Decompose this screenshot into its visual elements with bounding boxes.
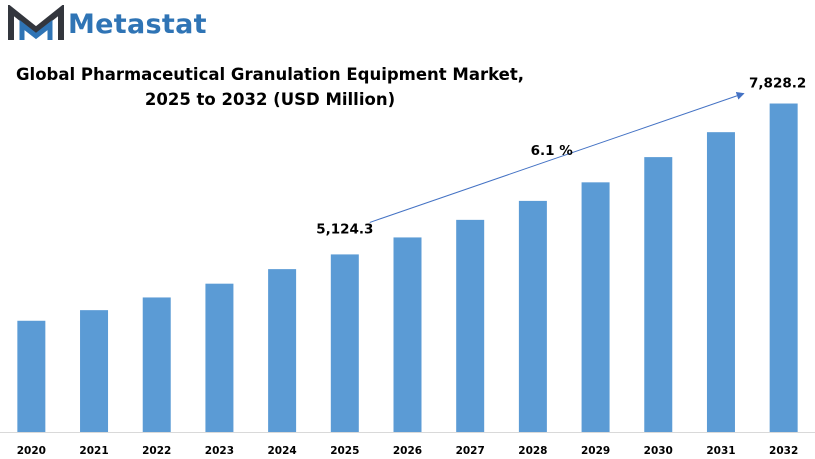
bar-2030 [644, 157, 673, 432]
cagr-label: 6.1 % [531, 143, 574, 159]
chart-title-line-1: Global Pharmaceutical Granulation Equipm… [16, 65, 524, 84]
bar-2028 [518, 200, 547, 432]
bars-group [17, 103, 798, 433]
bar-2027 [456, 219, 485, 432]
metastat-m-icon [8, 5, 64, 40]
x-tick-label-2027: 2027 [456, 445, 485, 457]
start-value-label: 5,124.3 [316, 221, 373, 237]
bar-2022 [142, 297, 171, 432]
bar-2021 [80, 310, 109, 432]
chart-title: Global Pharmaceutical Granulation Equipm… [0, 62, 540, 112]
bar-2020 [17, 320, 46, 432]
x-tick-label-2028: 2028 [518, 445, 547, 457]
bar-2025 [330, 254, 359, 432]
x-tick-label-2021: 2021 [79, 445, 108, 457]
x-tick-label-2031: 2031 [706, 445, 735, 457]
x-tick-label-2030: 2030 [644, 445, 673, 457]
x-tick-label-2020: 2020 [17, 445, 46, 457]
brand-name: Metastat [68, 8, 207, 40]
x-tick-label-2032: 2032 [769, 445, 798, 457]
bar-2023 [205, 283, 234, 432]
bar-2032 [769, 103, 798, 433]
bar-2026 [393, 237, 422, 432]
x-tick-label-2022: 2022 [142, 445, 171, 457]
x-tick-labels: 2020 2021 2022 2023 2024 2025 2026 2027 2028 2029… [17, 445, 799, 457]
x-tick-label-2025: 2025 [330, 445, 359, 457]
metastat-logo: Metastat [8, 4, 207, 44]
x-tick-label-2024: 2024 [267, 445, 296, 457]
bar-2029 [581, 182, 610, 432]
chart-title-line-2: 2025 to 2032 (USD Million) [144, 90, 396, 109]
bar-2031 [706, 132, 735, 432]
end-value-label: 7,828.2 [749, 76, 806, 92]
bar-2024 [268, 269, 297, 432]
x-tick-label-2029: 2029 [581, 445, 610, 457]
growth-arrow [369, 92, 745, 223]
x-tick-label-2026: 2026 [393, 445, 422, 457]
x-tick-label-2023: 2023 [205, 445, 234, 457]
